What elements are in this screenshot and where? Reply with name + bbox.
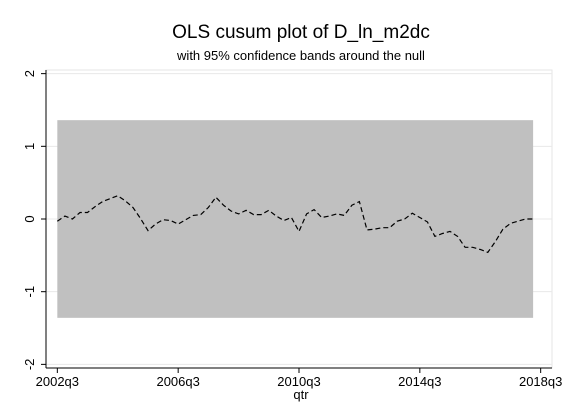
y-tick-label: 1 (22, 143, 37, 150)
chart-subtitle: with 95% confidence bands around the nul… (176, 48, 425, 63)
y-tick-label: 2 (22, 70, 37, 77)
y-tick-label: -1 (22, 286, 37, 298)
y-tick-label: 0 (22, 215, 37, 222)
y-axis-ticks: -2 -1 0 1 2 (22, 70, 46, 370)
x-axis-ticks: 2002q3 2006q3 2010q3 2014q3 2018q3 (36, 368, 562, 389)
x-axis-label: qtr (293, 387, 309, 402)
x-tick-label: 2018q3 (519, 374, 562, 389)
x-tick-label: 2006q3 (156, 374, 199, 389)
y-tick-label: -2 (22, 359, 37, 371)
x-tick-label: 2002q3 (36, 374, 79, 389)
x-tick-label: 2010q3 (277, 374, 320, 389)
confidence-band (57, 120, 534, 318)
chart-title: OLS cusum plot of D_ln_m2dc (172, 22, 430, 43)
x-tick-label: 2014q3 (398, 374, 441, 389)
